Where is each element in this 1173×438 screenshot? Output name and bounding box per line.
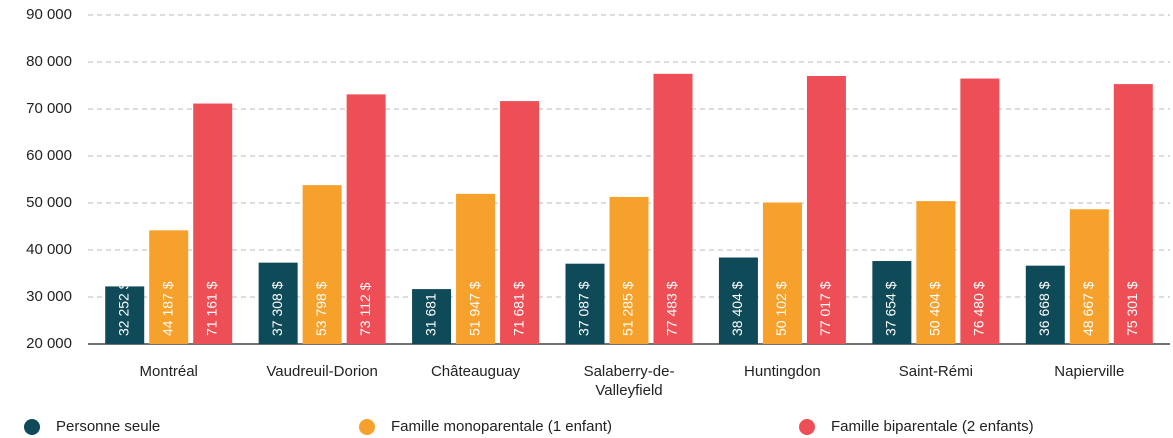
y-tick-label: 40 000: [26, 241, 72, 258]
value-label: 32 252 $: [115, 281, 131, 336]
x-tick-label: Salaberry-de-Valleyfield: [583, 363, 675, 399]
bar: [302, 185, 342, 344]
bar: [609, 196, 649, 344]
y-tick-label: 20 000: [26, 335, 72, 352]
x-tick-label: Châteauguay: [430, 363, 521, 380]
x-tick-label: Saint-Rémi: [898, 363, 973, 380]
bar: [1025, 265, 1065, 344]
bar: [916, 201, 956, 344]
bar: [653, 73, 693, 345]
bar: [718, 257, 758, 344]
bar: [149, 230, 189, 344]
y-tick-label: 60 000: [26, 147, 72, 164]
value-label: 37 308 $: [269, 281, 285, 336]
bar: [412, 289, 452, 344]
x-tick-label: Huntingdon: [744, 363, 821, 380]
bar: [1069, 209, 1109, 344]
bar: [762, 202, 802, 344]
value-label: 50 404 $: [927, 281, 943, 336]
y-tick-label: 30 000: [26, 288, 72, 305]
value-label: 31 681 $: [422, 281, 438, 336]
bar: [193, 103, 233, 344]
legend-marker: [24, 419, 40, 435]
value-label: 77 017 $: [817, 281, 833, 336]
y-tick-label: 90 000: [26, 6, 72, 23]
value-label: 37 654 $: [883, 281, 899, 336]
value-label: 51 947 $: [466, 281, 482, 336]
legend-label: Famille monoparentale (1 enfant): [391, 418, 612, 435]
bar: [456, 193, 496, 344]
value-label: 51 285 $: [620, 281, 636, 336]
bar: [960, 78, 1000, 344]
bar: [500, 101, 540, 344]
value-label: 38 404 $: [729, 281, 745, 336]
y-tick-label: 80 000: [26, 53, 72, 70]
value-label: 71 161 $: [203, 281, 219, 336]
value-label: 75 301 $: [1124, 281, 1140, 336]
bar: [105, 286, 145, 344]
y-tick-label: 70 000: [26, 100, 72, 117]
legend-label: Famille biparentale (2 enfants): [831, 418, 1034, 435]
legend-marker: [359, 419, 375, 435]
value-label: 71 681 $: [510, 281, 526, 336]
value-label: 36 668 $: [1036, 281, 1052, 336]
y-tick-label: 50 000: [26, 194, 72, 211]
bar: [346, 94, 386, 344]
bar: [1113, 84, 1153, 344]
value-label: 37 087 $: [576, 281, 592, 336]
x-tick-label: Vaudreuil-Dorion: [266, 363, 378, 380]
bar: [806, 76, 846, 344]
legend-label: Personne seule: [56, 418, 160, 435]
bar: [565, 263, 605, 344]
x-tick-label: Napierville: [1054, 363, 1125, 380]
value-label: 76 480 $: [971, 281, 987, 336]
value-label: 44 187 $: [159, 281, 175, 336]
value-label: 48 667 $: [1080, 281, 1096, 336]
legend-marker: [799, 419, 815, 435]
bar: [258, 262, 298, 344]
bar: [872, 261, 912, 344]
value-label: 50 102 $: [773, 281, 789, 336]
x-tick-label: Montréal: [139, 363, 198, 380]
value-label: 73 112 $: [357, 282, 373, 336]
value-label: 77 483 $: [664, 281, 680, 336]
value-label: 53 798 $: [313, 281, 329, 336]
